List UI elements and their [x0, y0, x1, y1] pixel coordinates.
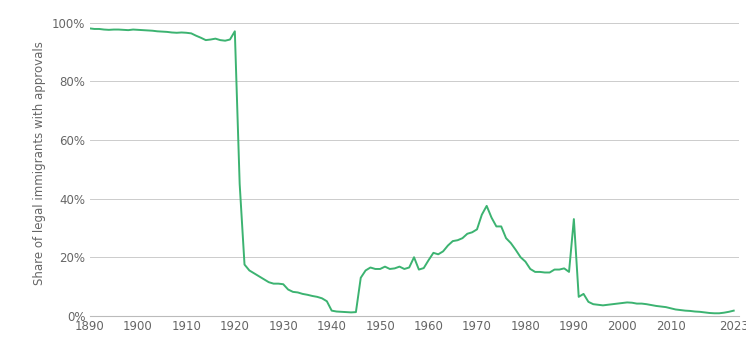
Y-axis label: Share of legal immigrants with approvals: Share of legal immigrants with approvals: [34, 41, 46, 285]
